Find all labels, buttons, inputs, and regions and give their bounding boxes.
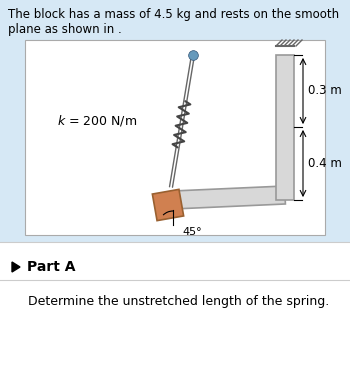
- Text: $k$ = 200 N/m: $k$ = 200 N/m: [57, 113, 137, 128]
- Text: 0.3 m: 0.3 m: [308, 85, 342, 98]
- Bar: [25, 40, 325, 235]
- Bar: [0, 242, 350, 390]
- Text: Determine the unstretched length of the spring.: Determine the unstretched length of the …: [28, 296, 329, 308]
- Text: 0.4 m: 0.4 m: [308, 157, 342, 170]
- Text: 45°: 45°: [182, 227, 202, 237]
- Polygon shape: [173, 186, 285, 209]
- Polygon shape: [276, 55, 294, 200]
- Polygon shape: [12, 262, 20, 272]
- Text: The block has a mass of 4.5 kg and rests on the smooth
plane as shown in .: The block has a mass of 4.5 kg and rests…: [8, 8, 339, 36]
- Text: Part A: Part A: [27, 260, 76, 274]
- Polygon shape: [152, 190, 184, 221]
